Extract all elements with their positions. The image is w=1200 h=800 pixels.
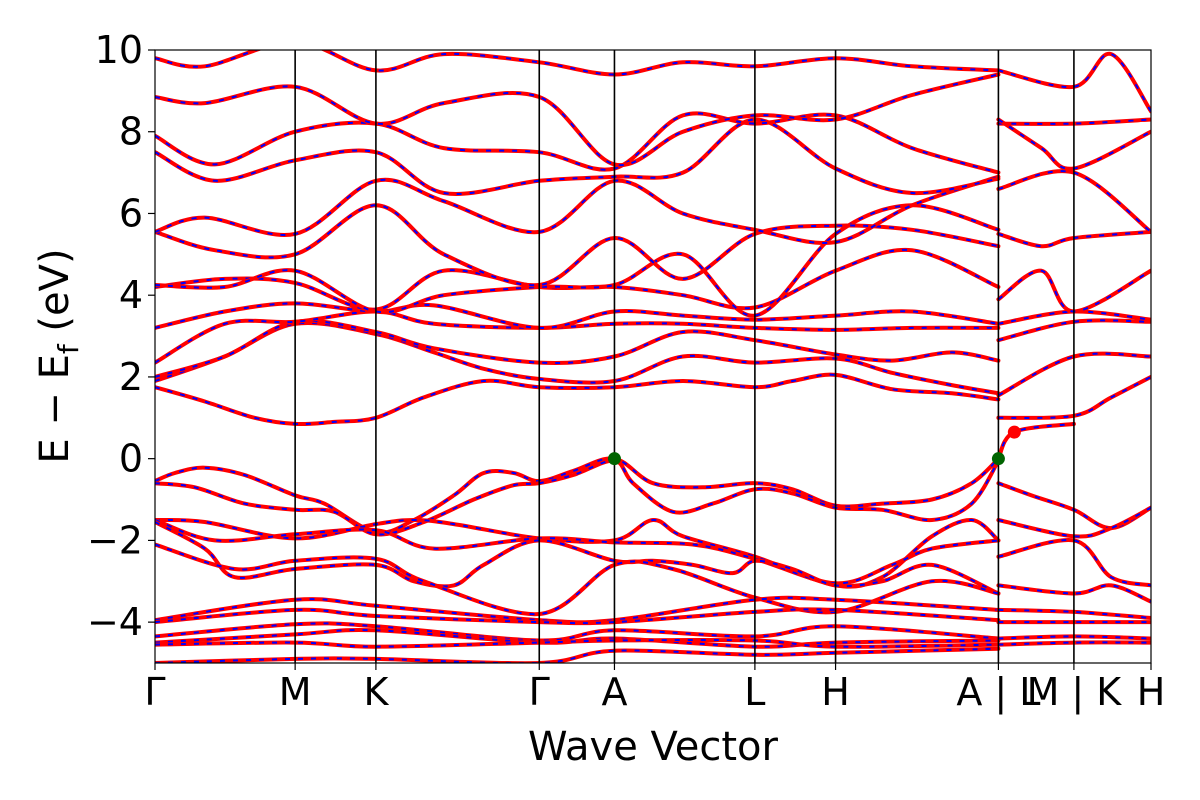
band-line-blue-dashed [155,596,999,624]
x-axis-ticks: Γ M K Γ A L H A | LM | K H [144,663,1165,715]
x-tick-label: Γ [529,670,550,714]
special-points-layer [607,425,1021,466]
band-line-blue-dashed [155,638,999,648]
band-line-red [155,542,1001,617]
band-line-red [996,537,1151,588]
x-tick-label: Γ [144,670,165,714]
band-line-blue-dashed [998,376,1151,419]
x-tick-label: L [744,670,765,714]
x-tick-label: K [363,670,389,714]
y-tick-label: −4 [87,600,143,644]
band-line-blue-dashed [998,608,1151,619]
band-line-blue-dashed [155,457,1000,534]
band-line-blue-dashed [998,319,1151,342]
y-tick-label: 6 [119,191,143,235]
y-axis-ticks: −4 −2 0 2 4 6 8 10 [87,28,155,644]
y-tick-label: 2 [119,355,143,399]
band-line-blue-dashed [155,647,999,663]
band-line-red [155,458,1001,537]
bands-layer [155,50,1151,663]
band-line-blue-dashed [155,518,1000,588]
band-line-red [155,517,1001,589]
band-line-red [996,229,1151,249]
plot-frame [154,49,1152,664]
band-line-blue-dashed [998,53,1151,112]
cbm-marker [1007,425,1021,439]
band-line-red [155,203,1001,288]
band-line-red [155,309,1001,365]
band-line-blue-dashed [155,608,999,625]
band-line-blue-dashed [997,269,1151,313]
band-line-red [996,505,1151,539]
band-line-blue-dashed [998,310,1151,325]
band-line-red [155,621,1001,643]
vbm-marker [991,452,1005,466]
x-tick-label: H [821,670,850,714]
x-axis-title: Wave Vector [528,724,779,770]
y-tick-label: 0 [119,437,143,481]
band-line-blue-dashed [155,310,999,364]
band-line-blue-dashed [155,118,999,195]
band-line-red [155,174,1001,245]
band-line-blue-dashed [998,584,1151,603]
x-tick-label: A [601,670,627,714]
band-line-blue-dashed [998,118,1151,125]
band-line-red [155,301,1001,330]
band-line-blue-dashed [155,204,999,287]
y-tick-label: 8 [119,110,143,154]
band-line-blue-dashed [155,628,999,648]
vbm-marker [607,452,621,466]
high-symmetry-lines [294,50,1075,663]
band-line-red [155,372,1001,427]
band-line-red [155,72,1001,168]
band-line-blue-dashed [997,118,1151,170]
band-line-blue-dashed [155,622,999,642]
x-tick-label: H [1137,670,1166,714]
band-line-red [155,50,1001,77]
x-tick-label: M | K [1027,670,1123,715]
band-line-blue-dashed [155,50,999,76]
band-line-red [155,520,1001,596]
band-line-red [155,646,1001,663]
x-tick-label: A | L [956,670,1040,715]
x-tick-label: M [279,670,312,714]
y-tick-label: 4 [119,273,143,317]
y-tick-label: 10 [95,28,143,72]
band-line-blue-dashed [155,519,999,585]
y-tick-label: −2 [87,518,143,562]
band-line-blue-dashed [997,352,1151,397]
band-line-blue-dashed [998,641,1151,646]
y-axis-title: E − Ef (eV) [32,248,85,463]
band-line-blue-dashed [998,635,1151,640]
